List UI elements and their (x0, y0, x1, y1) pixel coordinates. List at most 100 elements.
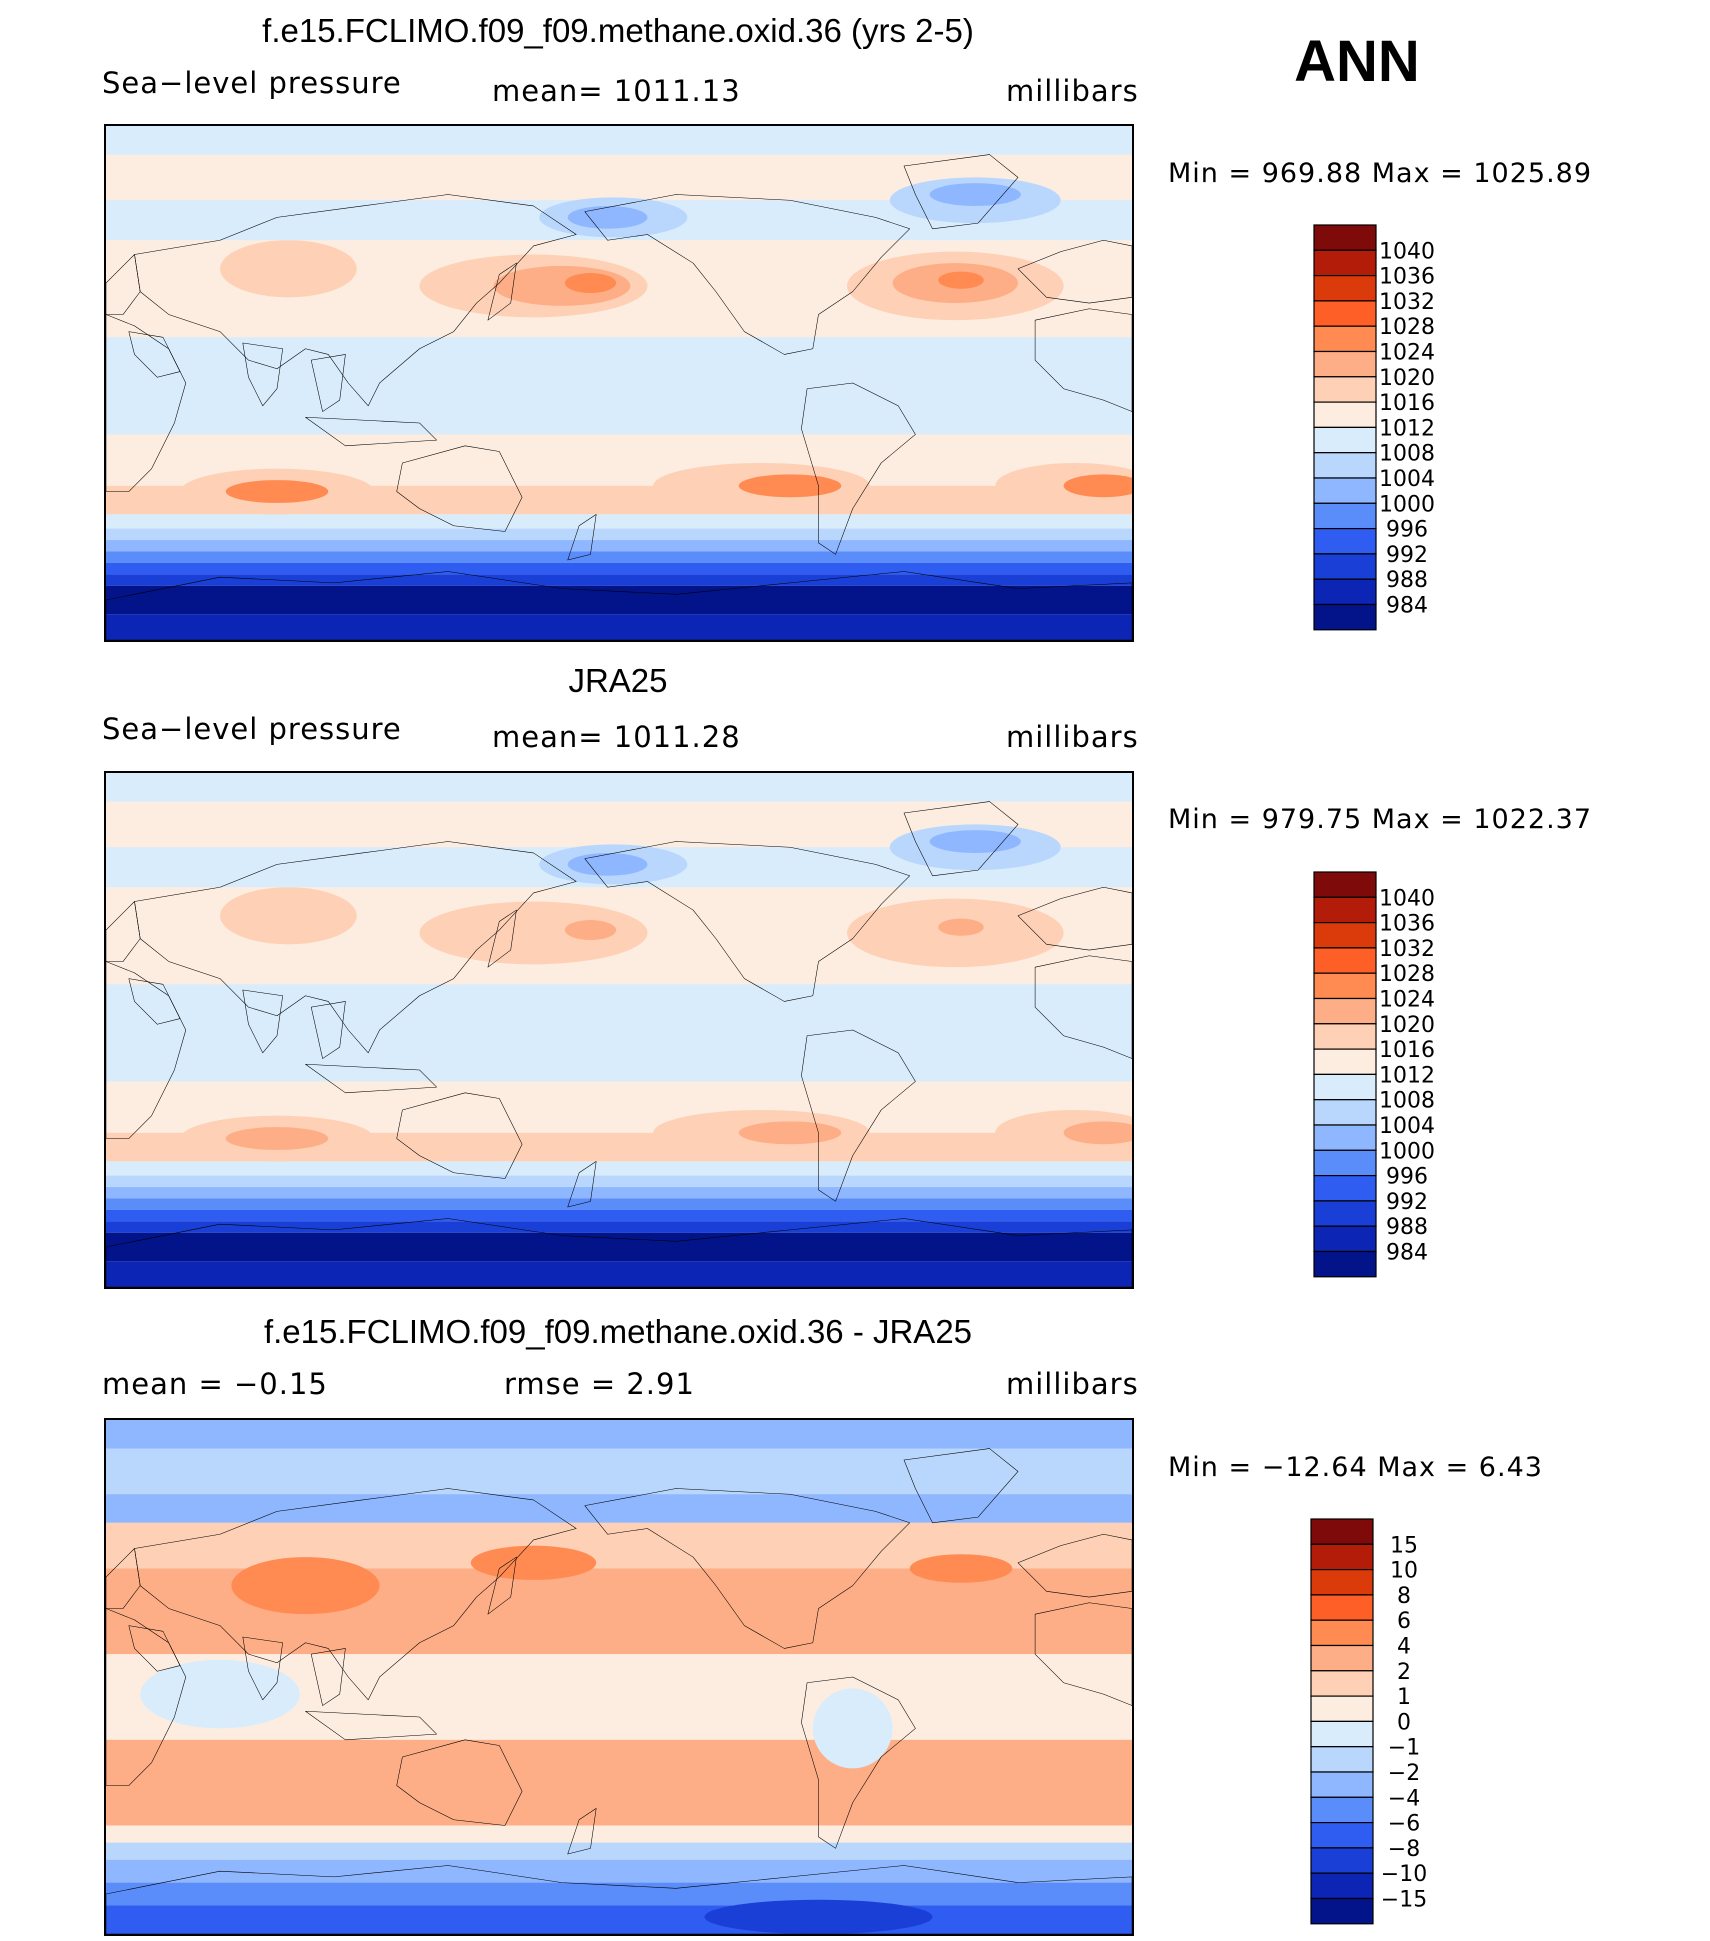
panel2-map-svg (106, 773, 1132, 1287)
coastline (488, 263, 517, 320)
coastline (801, 1677, 915, 1848)
colorbar-box (1313, 224, 1377, 251)
coastline (397, 1740, 522, 1826)
coastline (135, 842, 577, 1053)
colorbar-label: 984 (1386, 1240, 1428, 1265)
colorbar-box (1313, 896, 1377, 924)
coastline (488, 910, 517, 967)
panel2-map (104, 771, 1134, 1289)
colorbar-label: 1032 (1379, 937, 1435, 962)
coastline (585, 195, 910, 355)
coastline (243, 1637, 283, 1700)
colorbar-box (1310, 1518, 1374, 1545)
coastline (306, 1711, 437, 1740)
colorbar-label: 0 (1397, 1710, 1411, 1735)
panel2-minmax-label: Min = 979.75 Max = 1022.37 (1168, 804, 1593, 835)
colorbar-box (1313, 871, 1377, 898)
coastline (585, 1489, 910, 1649)
coastline (243, 990, 283, 1053)
colorbar-label: 1032 (1379, 290, 1435, 315)
colorbar-box (1313, 350, 1377, 378)
colorbar-box (1313, 325, 1377, 353)
panel3-mean-label: mean = −0.15 (102, 1367, 328, 1401)
colorbar-label: 1008 (1379, 1089, 1435, 1114)
colorbar-box (1313, 477, 1377, 504)
coastline (311, 354, 345, 411)
colorbar-box (1313, 1023, 1377, 1050)
colorbar-box (1313, 249, 1377, 277)
coastline (1035, 309, 1132, 412)
coastline (568, 1161, 597, 1207)
coastline (106, 1549, 140, 1609)
colorbar-box (1313, 401, 1377, 428)
coastline (106, 571, 1132, 640)
colorbar-label: 1008 (1379, 442, 1435, 467)
coastline (129, 1626, 180, 1672)
colorbar-box (1313, 1149, 1377, 1177)
colorbar-label: 1000 (1379, 1139, 1435, 1164)
colorbar-label: −4 (1388, 1786, 1420, 1811)
colorbar-box (1310, 1796, 1374, 1824)
panel1-title: f.e15.FCLIMO.f09_f09.methane.oxid.36 (yr… (262, 12, 974, 49)
coastline (488, 1557, 517, 1614)
coastline (106, 1608, 186, 1785)
colorbar-label: 988 (1386, 1215, 1428, 1240)
panel1-colorbar: 1040 1036 1032 1028 1024 1020 1016 1012 1008 1004… (1313, 224, 1513, 638)
panel1-variable-label: Sea−level pressure (102, 66, 402, 100)
colorbar-label: 1020 (1379, 1013, 1435, 1038)
panel2-title: JRA25 (568, 662, 668, 699)
panel3-units-label: millibars (1006, 1367, 1139, 1401)
colorbar-box (1313, 921, 1377, 949)
coastline (106, 1865, 1132, 1934)
colorbar-box (1313, 300, 1377, 327)
colorbar-box (1313, 274, 1377, 302)
coastline (568, 1808, 597, 1854)
colorbar-box (1313, 502, 1377, 530)
panel2-units-label: millibars (1006, 720, 1139, 754)
colorbar-box (1310, 1568, 1374, 1596)
coastline (135, 1489, 577, 1700)
colorbar-box (1313, 1048, 1377, 1075)
colorbar-label: −8 (1388, 1837, 1420, 1862)
colorbar-box (1310, 1821, 1374, 1849)
season-label: ANN (1294, 29, 1420, 94)
coastline (311, 1648, 345, 1705)
colorbar-label: 1024 (1379, 987, 1435, 1012)
colorbar-label: 1004 (1379, 1114, 1435, 1139)
coastline (904, 802, 1018, 876)
panel2-colorbar-svg: 1040103610321028102410201016101210081004… (1313, 871, 1435, 1278)
coastline (306, 1064, 437, 1093)
colorbar-label: 4 (1397, 1634, 1411, 1659)
colorbar-label: 1040 (1379, 886, 1435, 911)
colorbar-label: 1036 (1379, 912, 1435, 937)
colorbar-box (1313, 603, 1377, 631)
colorbar-label: 15 (1390, 1533, 1418, 1558)
colorbar-box (1313, 1225, 1377, 1253)
coastline (106, 314, 186, 491)
coastline (397, 1093, 522, 1179)
panel3-map-svg (106, 1420, 1132, 1934)
colorbar-label: 1036 (1379, 265, 1435, 290)
colorbar-label: 992 (1386, 1190, 1428, 1215)
colorbar-label: −15 (1381, 1887, 1427, 1912)
colorbar-box (1313, 1099, 1377, 1126)
coastline (801, 383, 915, 554)
colorbar-box (1310, 1619, 1374, 1647)
colorbar-box (1313, 376, 1377, 403)
colorbar-label: 992 (1386, 543, 1428, 568)
colorbar-label: 1016 (1379, 1038, 1435, 1063)
colorbar-box (1313, 1200, 1377, 1227)
colorbar-box (1313, 426, 1377, 454)
coastline (306, 417, 437, 446)
colorbar-label: −10 (1381, 1862, 1427, 1887)
coastline (1035, 1603, 1132, 1706)
colorbar-label: −1 (1388, 1736, 1420, 1761)
colorbar-label: 1028 (1379, 962, 1435, 987)
panel3-minmax-label: Min = −12.64 Max = 6.43 (1168, 1452, 1543, 1483)
colorbar-label: 1 (1397, 1685, 1411, 1710)
panel1-map (104, 124, 1134, 642)
coastline (129, 979, 180, 1025)
panel2-colorbar: 1040 1036 1032 1028 1024 1020 1016 1012 1008 1004… (1313, 871, 1513, 1285)
colorbar-box (1313, 553, 1377, 580)
